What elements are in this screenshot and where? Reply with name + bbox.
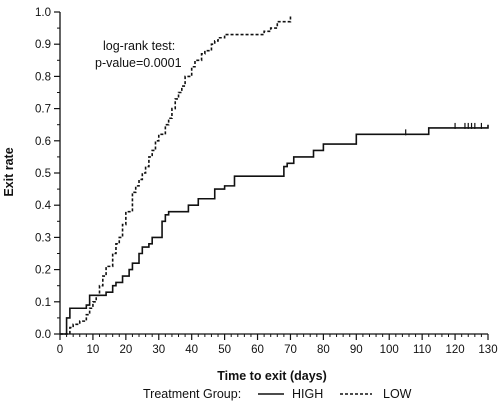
y-tick-label: 0.6: [35, 136, 51, 148]
y-tick-label: 0.0: [35, 329, 51, 341]
y-tick-label: 1.0: [35, 7, 51, 19]
x-tick-label: 80: [317, 344, 330, 356]
x-tick-label: 120: [445, 344, 464, 356]
x-tick-label: 50: [218, 344, 231, 356]
y-tick-label: 0.5: [35, 168, 51, 180]
annotation-line-2: p-value=0.0001: [95, 56, 182, 70]
y-tick-label: 0.7: [35, 104, 51, 116]
y-axis-title: Exit rate: [2, 147, 16, 196]
series-line-low: [60, 15, 292, 335]
legend-label-high: HIGH: [292, 387, 323, 401]
x-tick-label: 30: [152, 344, 165, 356]
legend-title: Treatment Group:: [143, 387, 241, 401]
x-tick-label: 130: [478, 344, 497, 356]
x-tick-label: 110: [413, 344, 431, 356]
series-layer: [60, 15, 489, 335]
y-tick-label: 0.2: [35, 265, 51, 277]
x-tick-label: 20: [119, 344, 132, 356]
y-tick-label: 0.3: [35, 232, 51, 244]
axis-ticks: 0.0 0.1 0.2 0.3 0.4 0.5 0.6 0.7 0.8 0.9 1.0 0 10 20 30…: [35, 7, 498, 356]
x-tick-label: 10: [87, 344, 100, 356]
x-axis-title: Time to exit (days): [217, 369, 327, 383]
legend: Treatment Group: HIGH LOW: [143, 387, 412, 401]
x-tick-label: 100: [380, 344, 399, 356]
y-tick-label: 0.8: [35, 71, 51, 83]
x-tick-label: 40: [185, 344, 198, 356]
y-tick-label: 0.9: [35, 39, 51, 51]
series-line-high: [60, 124, 489, 335]
x-tick-label: 90: [350, 344, 363, 356]
x-tick-label: 70: [284, 344, 297, 356]
annotation-line-1: log-rank test:: [103, 39, 175, 53]
x-tick-label: 60: [251, 344, 264, 356]
y-tick-label: 0.1: [35, 297, 51, 309]
x-tick-label: 0: [57, 344, 63, 356]
legend-label-low: LOW: [383, 387, 412, 401]
y-tick-label: 0.4: [35, 200, 52, 212]
